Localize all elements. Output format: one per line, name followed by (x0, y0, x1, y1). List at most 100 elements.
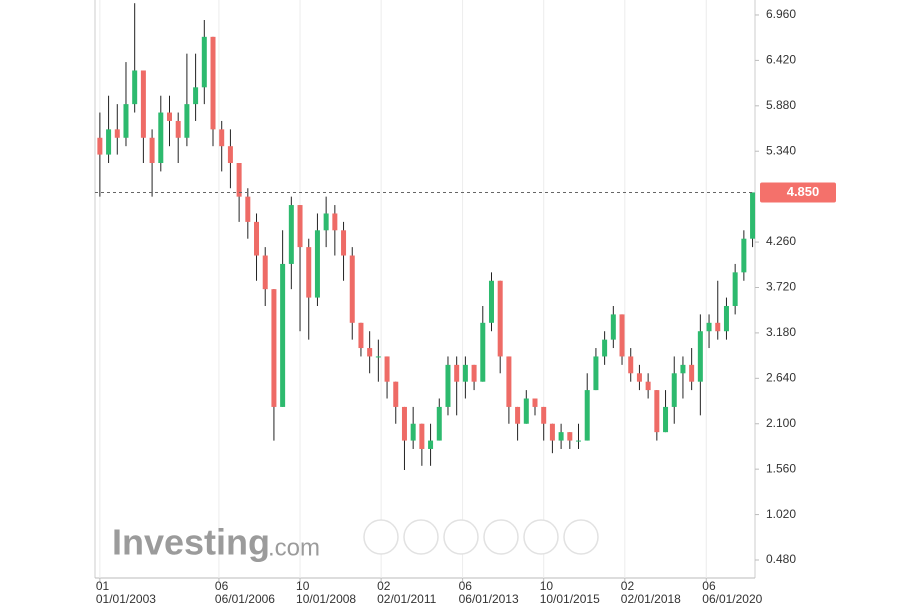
x-tick-date: 06/01/2013 (459, 592, 519, 606)
candle-body (741, 238, 747, 273)
x-tick-date: 06/01/2006 (215, 592, 275, 606)
candle-body (471, 364, 477, 382)
candle-body (558, 432, 564, 441)
candle-body (654, 390, 660, 433)
y-tick-label: 3.720 (766, 280, 796, 294)
candle-body (680, 364, 686, 374)
x-tick-date: 10/01/2015 (540, 592, 600, 606)
y-tick-label: 5.880 (766, 98, 796, 112)
candle-body (567, 432, 573, 441)
candle-body (454, 364, 460, 382)
x-tick-label: 06 (459, 579, 473, 593)
y-tick-label: 3.180 (766, 325, 796, 339)
candle-body (488, 280, 494, 323)
candle-body (715, 322, 721, 332)
candle-body (184, 104, 190, 138)
candle-body (349, 255, 355, 323)
candle-body (506, 356, 512, 407)
candle-body (645, 381, 651, 391)
reset-button[interactable] (523, 519, 559, 555)
zoom-out-button[interactable] (443, 519, 479, 555)
y-tick-label: 0.480 (766, 552, 796, 566)
candle-body (288, 205, 294, 264)
x-tick-label: 01 (96, 579, 110, 593)
x-tick-date: 02/01/2011 (377, 592, 436, 606)
zoom-controls (363, 519, 599, 555)
candle-body (358, 322, 364, 349)
candle-body (445, 364, 451, 407)
candle-body (610, 314, 616, 340)
candle-body (227, 146, 233, 164)
zoom-in-button[interactable] (403, 519, 439, 555)
candle-body (636, 373, 642, 382)
candle-body (401, 406, 407, 441)
candle-body (697, 331, 703, 382)
candle-body (375, 356, 381, 358)
candle-body (341, 230, 347, 256)
x-tick-label: 06 (215, 579, 229, 593)
candle-body (436, 406, 442, 441)
candle-body (175, 120, 181, 138)
x-tick-date: 06/01/2020 (702, 592, 762, 606)
scroll-right-button[interactable] (563, 519, 599, 555)
candle-body (367, 348, 373, 357)
watermark: Investing .com (112, 522, 320, 563)
candle-body (602, 339, 608, 357)
scroll-left-button[interactable] (363, 519, 399, 555)
candle-body (149, 137, 155, 164)
candle-body (549, 423, 555, 441)
candle-body (219, 129, 225, 147)
y-tick-label: 4.260 (766, 234, 796, 248)
candle-body (593, 356, 599, 391)
y-tick-label: 6.420 (766, 53, 796, 67)
x-tick-date: 10/01/2008 (296, 592, 356, 606)
x-tick-label: 10 (296, 579, 310, 593)
candle-body (245, 196, 251, 222)
candle-body (193, 87, 199, 105)
candle-body (280, 263, 286, 407)
zoom-all-button[interactable] (483, 519, 519, 555)
candle-body (541, 406, 547, 424)
candle-body (236, 163, 242, 197)
candle-body (123, 104, 129, 138)
candle-body (462, 364, 468, 382)
candle-body (332, 213, 338, 231)
candle-body (201, 36, 207, 88)
candle-body (706, 322, 712, 332)
candle-body (619, 314, 625, 357)
current-price-label: 4.850 (787, 184, 820, 199)
candle-body (262, 255, 268, 290)
candle-body (419, 423, 425, 449)
candle-body (393, 381, 399, 407)
x-tick-label: 06 (702, 579, 716, 593)
candle-body (254, 221, 260, 256)
candle-body (497, 280, 503, 357)
candle-body (106, 129, 112, 155)
candle-body (584, 390, 590, 441)
x-tick-date: 01/01/2003 (96, 592, 156, 606)
candle-body (480, 322, 486, 382)
candle-body (723, 305, 729, 332)
candle-body (523, 398, 529, 424)
candle-body (671, 373, 677, 407)
x-tick-date: 02/01/2018 (621, 592, 681, 606)
candle-body (750, 192, 756, 239)
candle-body (732, 272, 738, 306)
y-tick-label: 2.100 (766, 416, 796, 430)
candle-body (428, 440, 434, 449)
candle-body (410, 423, 416, 441)
candle-body (271, 289, 277, 407)
candle-body (114, 129, 120, 138)
y-tick-label: 1.560 (766, 461, 796, 475)
candle-body (166, 112, 172, 121)
candle-body (576, 440, 582, 442)
candle-body (132, 70, 138, 105)
candle-body (532, 398, 538, 407)
candle-body (314, 230, 320, 298)
candle-body (140, 70, 146, 138)
x-tick-label: 10 (540, 579, 554, 593)
candle-body (663, 406, 669, 433)
watermark-suffix: .com (268, 534, 320, 561)
